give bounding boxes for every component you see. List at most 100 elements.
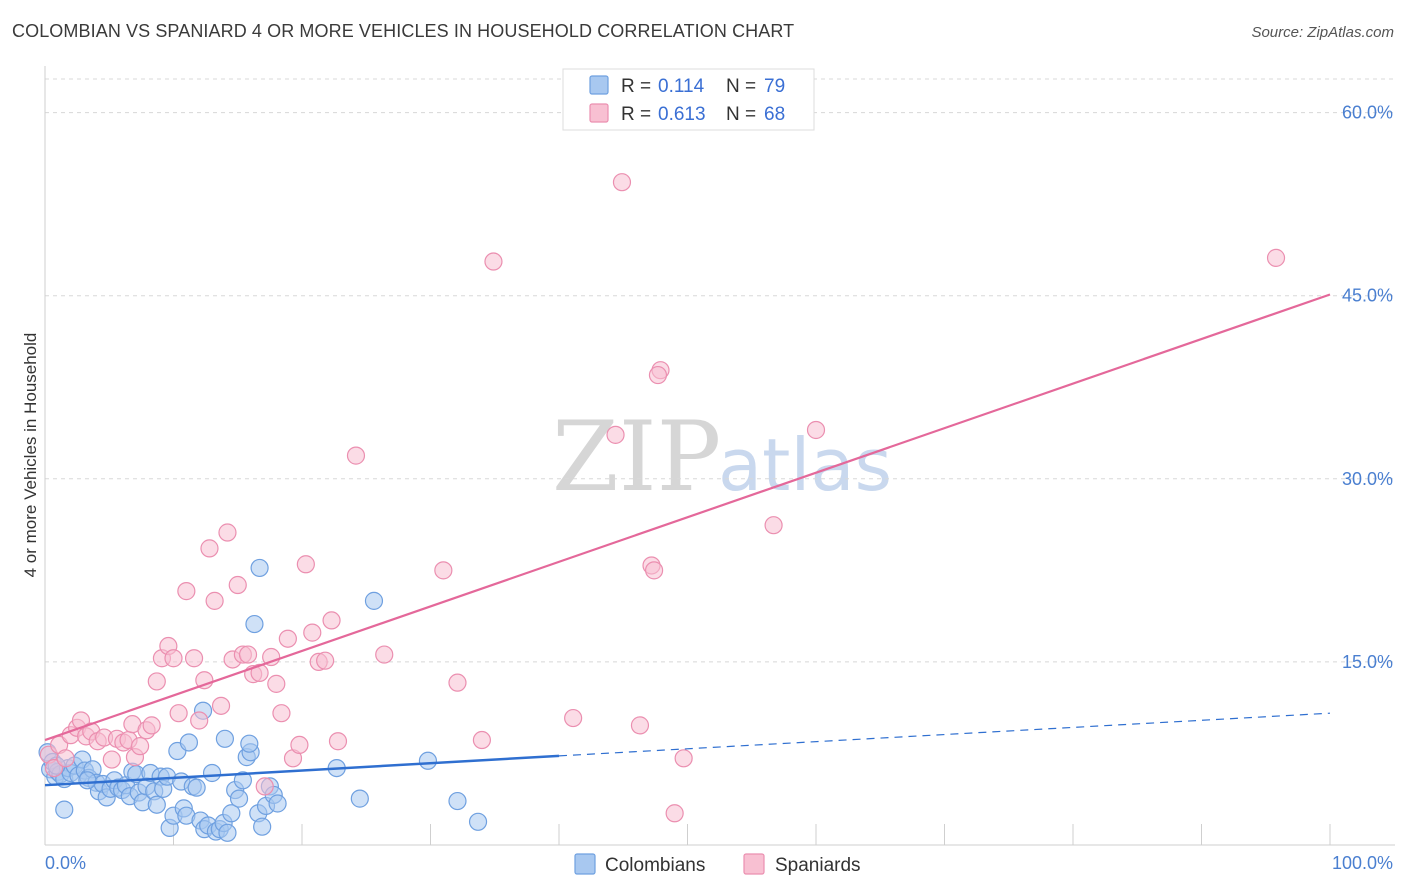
spaniard-point <box>322 611 341 630</box>
spaniard-point <box>250 663 269 682</box>
bottom-legend-swatch-colombians <box>574 853 596 875</box>
spaniard-point <box>164 649 183 668</box>
spaniard-point <box>44 758 64 778</box>
legend-r-value-spaniards: 0.613 <box>658 104 706 125</box>
spaniard-point <box>303 623 322 642</box>
spaniard-point <box>448 673 467 692</box>
grid-lines <box>45 78 1395 663</box>
x-tick-label: 100.0% <box>1332 853 1393 873</box>
legend-swatch-colombians <box>589 75 609 95</box>
spaniard-point <box>205 591 224 610</box>
colombian-point <box>187 778 206 797</box>
colombian-point <box>268 794 287 813</box>
watermark: ZIP atlas <box>552 401 892 513</box>
colombian-point <box>468 812 488 831</box>
colombian-point <box>250 558 269 578</box>
spaniard-point <box>211 696 231 715</box>
colombian-point <box>240 734 259 753</box>
spaniard-point <box>328 732 348 751</box>
top-legend: R = 0.114 N = 79 R = 0.613 N = 68 <box>562 68 815 131</box>
colombian-point <box>364 591 384 610</box>
legend-r-label-colombians: R = <box>621 76 651 97</box>
colombian-point <box>202 763 222 783</box>
source-credit: Source: ZipAtlas.com <box>1251 24 1394 41</box>
spaniard-point <box>169 704 188 723</box>
spaniard-point <box>434 561 453 580</box>
bottom-legend-label-spaniards: Spaniards <box>775 855 861 876</box>
spaniard-point <box>606 425 625 444</box>
spaniard-point <box>267 674 286 693</box>
colombian-point <box>147 795 166 814</box>
legend-r-value-colombians: 0.114 <box>658 76 705 97</box>
colombian-point <box>179 733 199 752</box>
spaniard-point <box>130 737 150 756</box>
spaniard-point <box>648 365 668 385</box>
bottom-legend: Colombians Spaniards <box>574 853 861 876</box>
spaniard-point <box>644 561 664 580</box>
colombian-point <box>222 804 241 823</box>
spaniard-point <box>278 629 297 648</box>
series-spaniards <box>39 173 1286 823</box>
y-tick-label: 60.0% <box>1342 103 1393 123</box>
chart-title: COLOMBIAN VS SPANIARD 4 OR MORE VEHICLES… <box>12 21 795 41</box>
colombian-point <box>448 791 467 811</box>
legend-n-value-colombians: 79 <box>764 76 785 97</box>
y-axis-label: 4 or more Vehicles in Household <box>21 333 40 578</box>
legend-swatch-spaniards <box>589 103 609 123</box>
spaniard-point <box>102 750 121 769</box>
spaniard-point <box>674 749 693 768</box>
spaniard-point <box>316 651 335 670</box>
colombian-point <box>55 800 74 819</box>
colombian-point <box>245 614 264 634</box>
colombian-point <box>215 729 234 748</box>
spaniard-point <box>665 804 684 823</box>
spaniard-point <box>255 777 274 796</box>
spaniard-point <box>238 645 258 664</box>
y-tick-label: 45.0% <box>1342 286 1393 306</box>
spaniard-point <box>228 575 247 595</box>
x-tick-labels: 0.0% 100.0% <box>45 853 1393 873</box>
y-tick-labels: 15.0% 30.0% 45.0% 60.0% <box>1342 103 1393 672</box>
spaniard-point <box>806 420 826 440</box>
spaniard-point <box>564 708 583 728</box>
trend-line-colombians <box>44 754 560 787</box>
colombian-point <box>350 789 369 808</box>
y-tick-label: 15.0% <box>1342 652 1393 672</box>
spaniard-point <box>200 539 219 558</box>
x-tick-label: 0.0% <box>45 853 86 873</box>
watermark-zip: ZIP <box>552 401 721 513</box>
legend-n-label-spaniards: N = <box>726 104 756 125</box>
spaniard-point <box>484 252 503 271</box>
trend-line-colombians-extension <box>558 712 1331 757</box>
y-tick-label: 30.0% <box>1342 469 1393 489</box>
spaniard-point <box>56 749 75 768</box>
spaniard-point <box>147 672 166 691</box>
series-colombians <box>38 558 488 842</box>
spaniard-point <box>764 516 783 535</box>
legend-r-label-spaniards: R = <box>621 104 651 125</box>
legend-n-value-spaniards: 68 <box>764 104 785 125</box>
axes <box>44 66 1395 846</box>
colombian-point <box>229 789 249 808</box>
spaniard-point <box>218 523 237 542</box>
spaniard-point <box>296 555 315 574</box>
spaniard-point <box>375 645 394 664</box>
spaniard-point <box>142 716 161 735</box>
trend-line-spaniards <box>44 293 1331 742</box>
colombian-point <box>253 817 272 836</box>
legend-n-label-colombians: N = <box>726 76 756 97</box>
spaniard-point <box>472 730 491 750</box>
spaniard-point <box>1266 248 1286 267</box>
spaniard-point <box>184 649 204 668</box>
spaniard-point <box>177 582 196 601</box>
spaniard-point <box>346 446 366 465</box>
spaniard-point <box>612 173 632 192</box>
colombian-point <box>233 771 252 790</box>
colombian-point <box>218 823 237 842</box>
spaniard-point <box>272 704 291 723</box>
watermark-atlas: atlas <box>718 423 892 507</box>
spaniard-point <box>290 735 309 755</box>
bottom-legend-label-colombians: Colombians <box>605 855 705 876</box>
spaniard-point <box>190 711 209 730</box>
